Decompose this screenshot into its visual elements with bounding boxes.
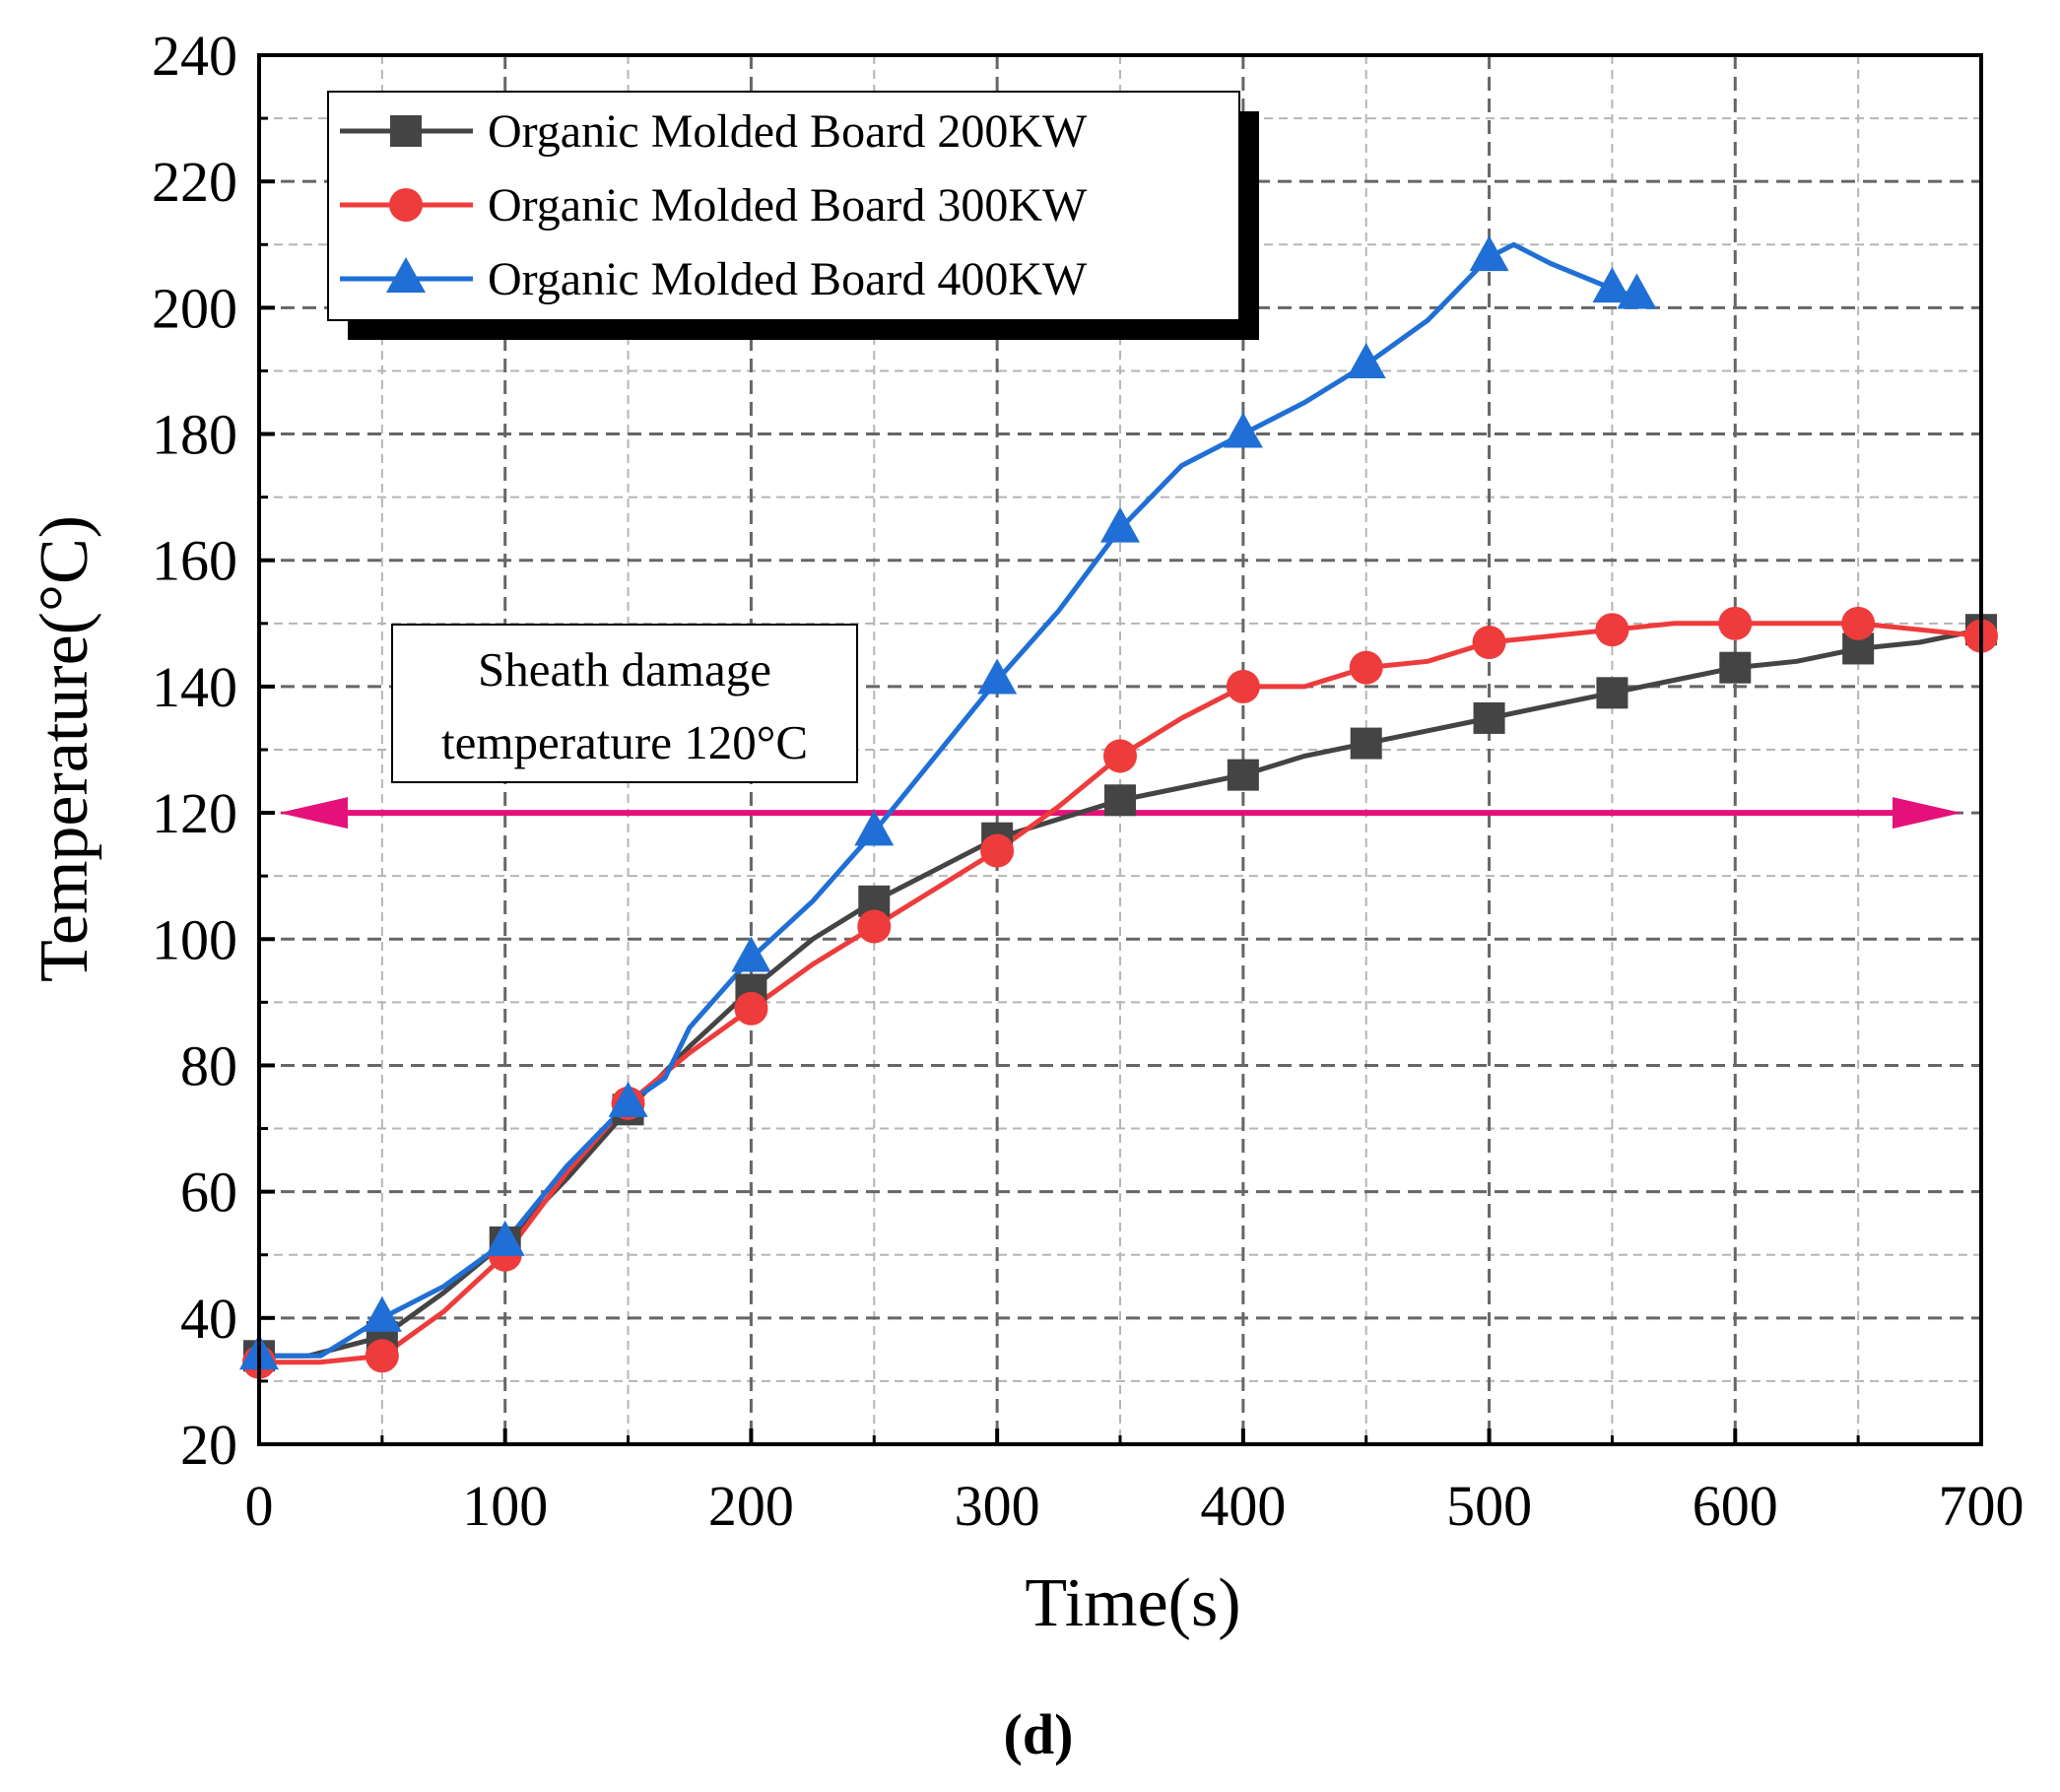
x-axis-title: Time(s) <box>1025 1565 1240 1641</box>
series-3-point <box>1100 506 1140 543</box>
y-tick-label: 40 <box>180 1287 237 1351</box>
series-2-point <box>734 991 768 1026</box>
y-tick-label: 160 <box>152 529 237 593</box>
y-tick-label: 100 <box>152 907 237 971</box>
series-2-point <box>1841 606 1876 640</box>
series-2-point <box>1226 669 1260 703</box>
series-1-point <box>1227 759 1259 791</box>
y-tick-label: 180 <box>152 403 237 467</box>
series-1-point <box>1596 677 1628 709</box>
y-tick-label: 200 <box>152 276 237 340</box>
y-tick-label: 140 <box>152 655 237 719</box>
series-2-point <box>857 909 892 944</box>
series-2-point <box>1718 606 1753 640</box>
y-axis-title: Temperature(°C) <box>27 515 102 982</box>
series-2-point <box>1472 626 1506 660</box>
series-2-point <box>1103 739 1137 773</box>
y-tick-label: 120 <box>152 781 237 845</box>
y-tick-label: 240 <box>152 24 237 88</box>
series-2-point <box>365 1339 399 1373</box>
series-3-point <box>1223 412 1263 448</box>
x-tick-label: 500 <box>1446 1474 1532 1538</box>
annotation-line-2: temperature 120°C <box>441 715 808 769</box>
figure-caption: (d) <box>1004 1702 1074 1766</box>
annotation-line-1: Sheath damage <box>478 642 771 697</box>
x-tick-label: 100 <box>462 1474 548 1538</box>
series-2-point <box>1595 613 1629 647</box>
series-1-point <box>1104 784 1136 817</box>
x-tick-label: 300 <box>955 1474 1040 1538</box>
legend-marker-3 <box>386 257 426 293</box>
x-tick-label: 600 <box>1693 1474 1778 1538</box>
annotation-frame <box>391 624 858 783</box>
reference-arrow-left <box>279 797 348 830</box>
y-tick-label: 20 <box>180 1413 237 1477</box>
axis-ticks <box>257 53 1983 1446</box>
series-1-point <box>1350 727 1382 760</box>
legend-label-1: Organic Molded Board 200KW <box>488 105 1088 158</box>
x-tick-label: 200 <box>708 1474 794 1538</box>
series-3-point <box>1592 267 1632 303</box>
series-1-point <box>1473 701 1505 734</box>
series-3-point <box>977 658 1018 695</box>
series-3-point <box>1469 235 1509 272</box>
legend: Organic Molded Board 200KW Organic Molded… <box>327 91 1259 340</box>
series-3-point <box>608 1081 648 1117</box>
legend-frame <box>327 91 1240 321</box>
series-2-point <box>980 833 1015 868</box>
y-tick-label: 80 <box>180 1033 237 1097</box>
x-tick-label: 0 <box>245 1474 274 1538</box>
x-tick-label: 700 <box>1939 1474 2025 1538</box>
marker-group <box>239 235 1998 1379</box>
series-3-point <box>1617 273 1657 309</box>
series-2-point <box>1349 650 1383 685</box>
series-3-point <box>1346 343 1386 379</box>
series-3-point <box>731 936 771 972</box>
y-tick-label: 60 <box>180 1161 237 1225</box>
legend-label-3: Organic Molded Board 400KW <box>488 253 1088 305</box>
series-3-point <box>485 1220 525 1256</box>
reference-arrow-right <box>1893 797 1961 830</box>
annotation-box: Sheath damage temperature 120°C <box>391 624 858 783</box>
x-tick-label: 400 <box>1200 1474 1286 1538</box>
series-3-point <box>362 1295 402 1332</box>
y-tick-label: 220 <box>152 150 237 214</box>
legend-marker-1 <box>390 115 422 147</box>
legend-marker-2 <box>389 188 423 222</box>
x-tick-labels: 0 100 200 300 400 500 600 700 <box>245 1474 2025 1538</box>
y-tick-labels: 20 40 60 80 100 120 140 160 180 200 220 240 <box>152 24 237 1477</box>
legend-label-2: Organic Molded Board 300KW <box>488 179 1088 232</box>
series-3-point <box>854 810 895 846</box>
series-1-point <box>1719 651 1752 684</box>
